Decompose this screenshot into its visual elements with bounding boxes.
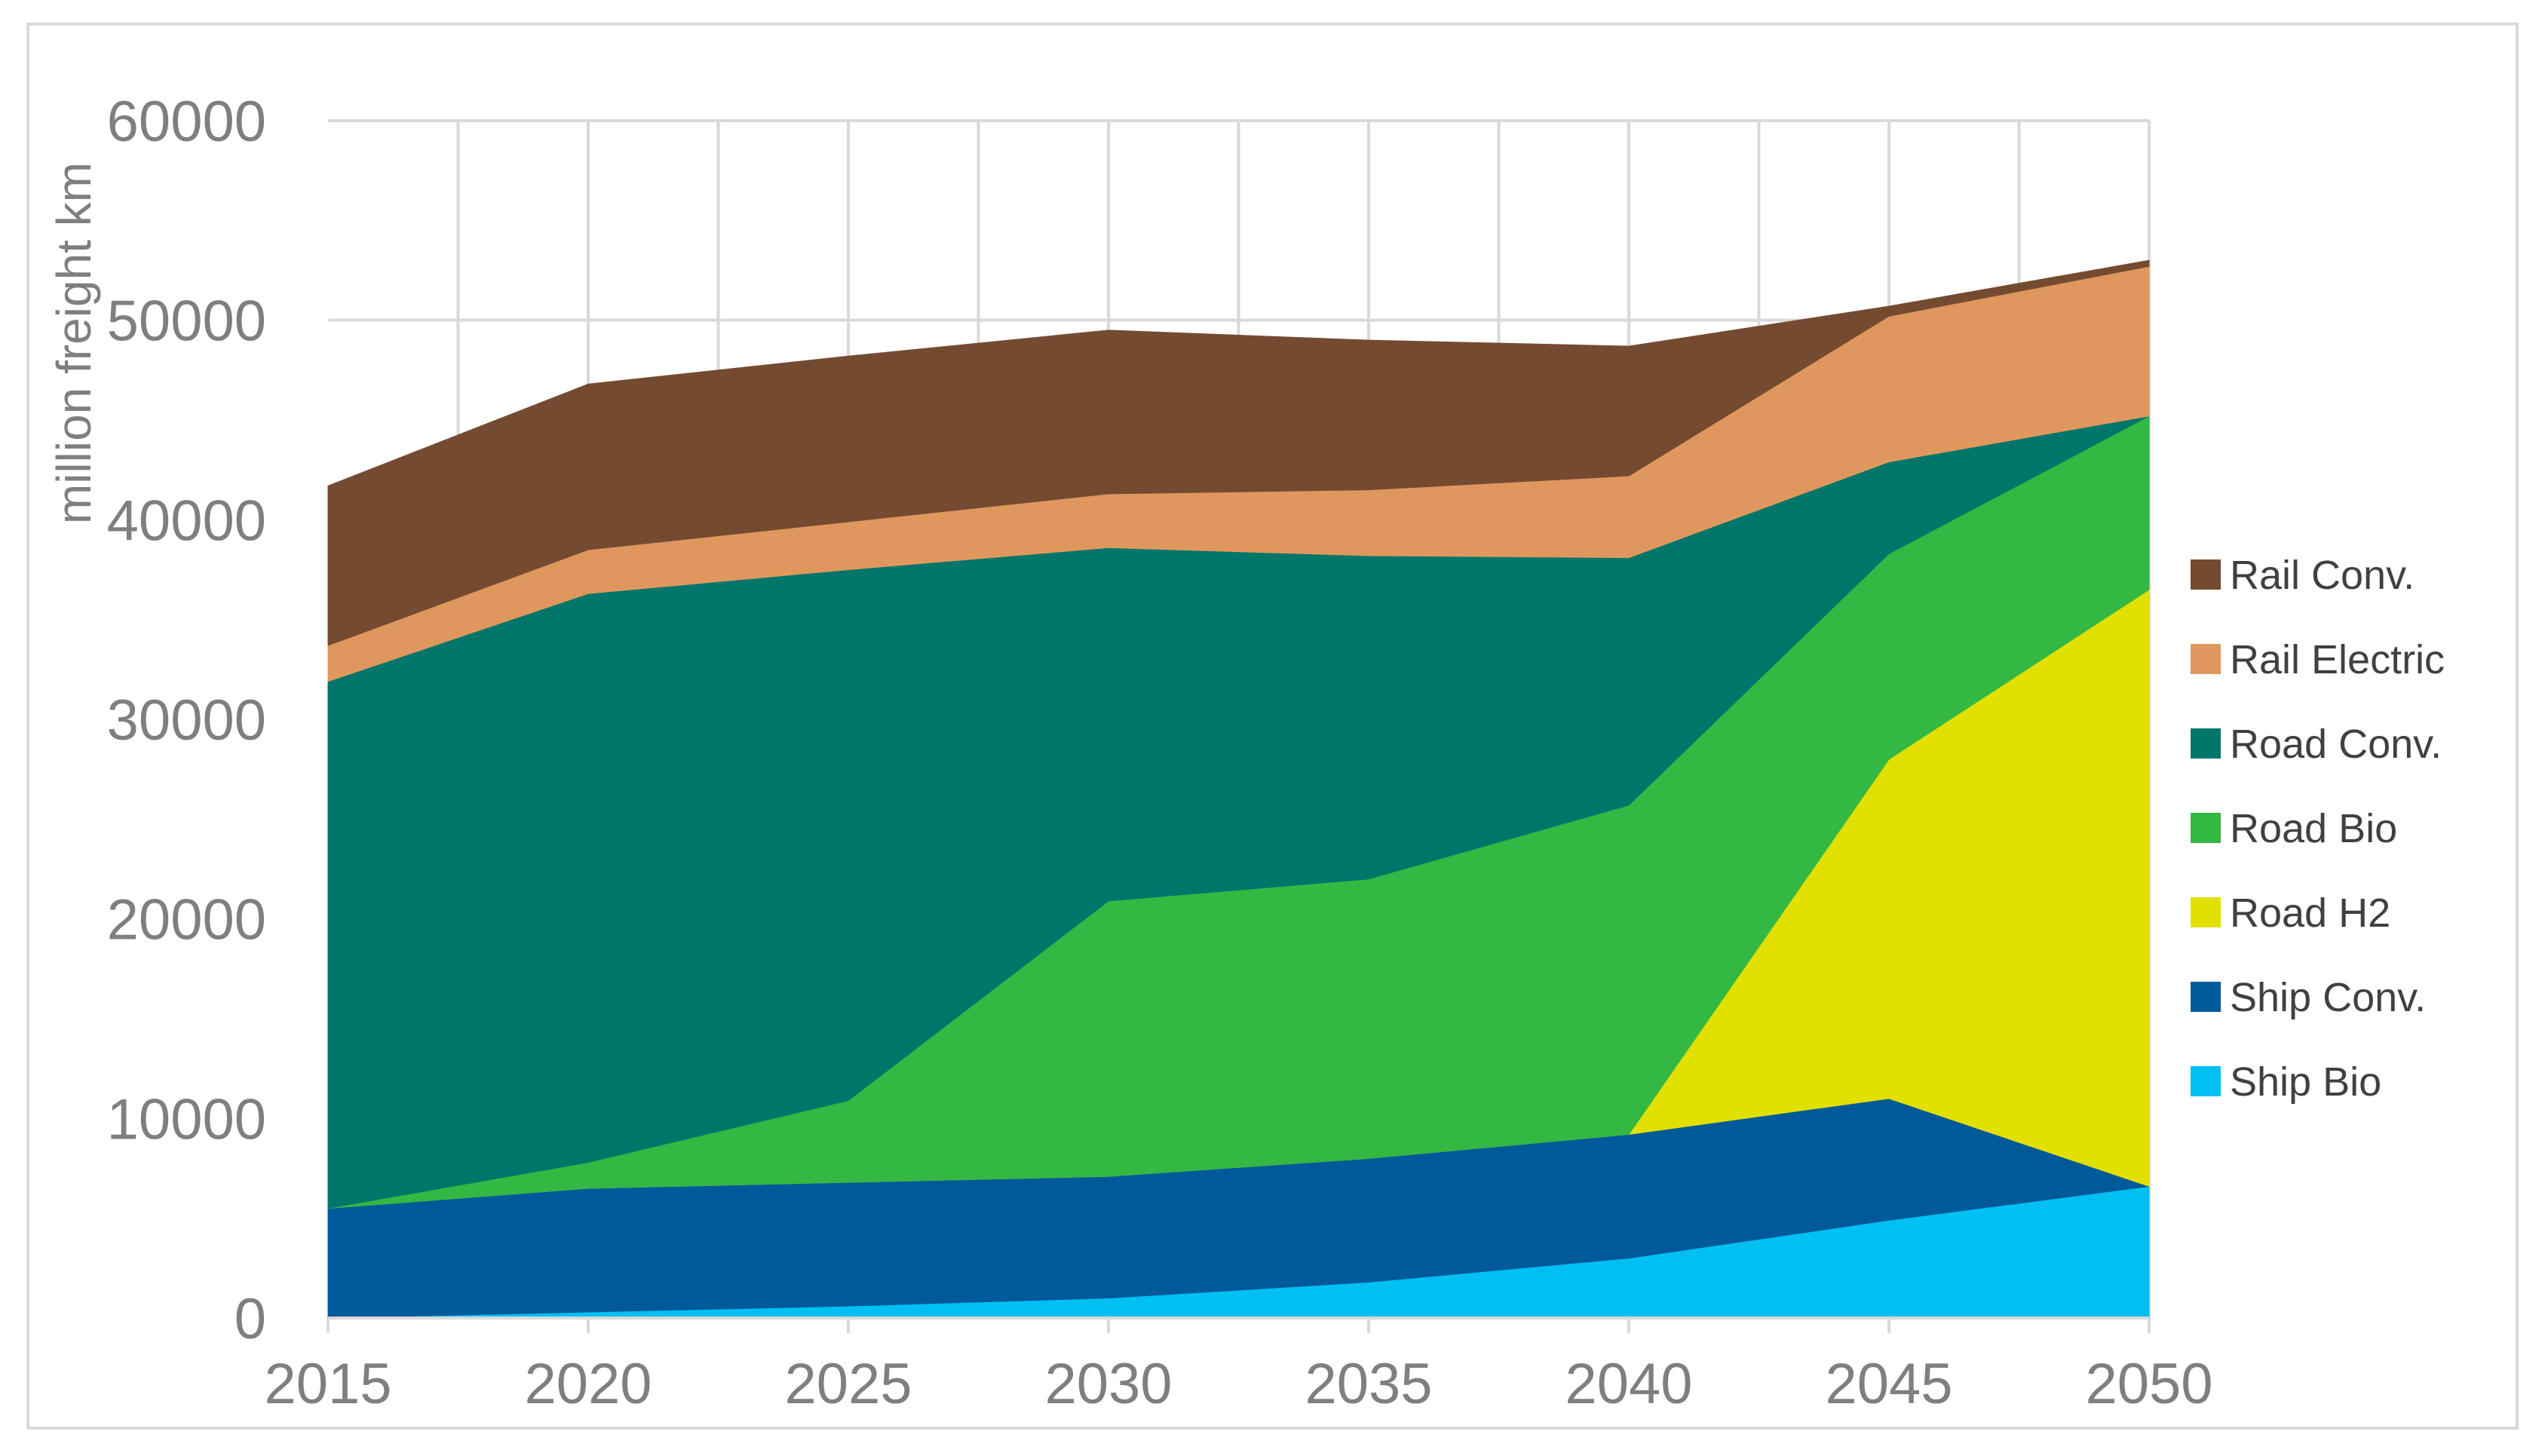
y-tick-label: 20000 [107, 888, 266, 952]
y-tick-label: 0 [235, 1287, 266, 1351]
legend-label-road-bio: Road Bio [2230, 806, 2397, 851]
x-tick-label: 2035 [1305, 1352, 1432, 1416]
x-tick-label: 2030 [1044, 1352, 1172, 1416]
tick-labels: 0 10000 20000 30000 40000 50000 60000 2015 2020 2… [107, 90, 2213, 1416]
y-tick-label: 60000 [107, 90, 266, 154]
legend-label-ship-conv: Ship Conv. [2230, 975, 2426, 1020]
legend-swatch-ship-conv [2191, 982, 2221, 1012]
x-tick-label: 2015 [264, 1352, 391, 1416]
y-tick-label: 40000 [107, 489, 266, 553]
legend-swatch-ship-bio [2191, 1066, 2221, 1096]
legend: Rail Conv. Rail Electric Road Conv. Road Bi… [2191, 553, 2445, 1105]
y-tick-label: 30000 [107, 688, 266, 753]
x-tick-label: 2050 [2085, 1352, 2212, 1416]
legend-swatch-road-bio [2191, 813, 2221, 843]
x-tick-label: 2020 [524, 1352, 652, 1416]
legend-label-road-h2: Road H2 [2230, 890, 2390, 936]
x-tick-label: 2040 [1565, 1352, 1692, 1416]
area-rail-conv [327, 259, 2150, 646]
legend-swatch-road-conv [2191, 728, 2221, 759]
legend-label-ship-bio: Ship Bio [2230, 1059, 2381, 1105]
axes [327, 1317, 2151, 1333]
y-tick-label: 10000 [107, 1087, 266, 1151]
y-tick-label: 50000 [107, 290, 266, 354]
data-areas [327, 259, 2150, 1319]
legend-swatch-road-h2 [2191, 897, 2221, 927]
x-tick-label: 2025 [784, 1352, 912, 1416]
legend-label-road-conv: Road Conv. [2230, 722, 2442, 767]
legend-label-rail-electric: Rail Electric [2230, 637, 2445, 682]
legend-swatch-rail-electric [2191, 644, 2221, 674]
y-axis-title: million freight km [47, 162, 101, 524]
legend-label-rail-conv: Rail Conv. [2230, 553, 2415, 598]
x-tick-label: 2045 [1825, 1352, 1952, 1416]
chart-frame [26, 23, 2519, 1430]
legend-swatch-rail-conv [2191, 559, 2221, 590]
